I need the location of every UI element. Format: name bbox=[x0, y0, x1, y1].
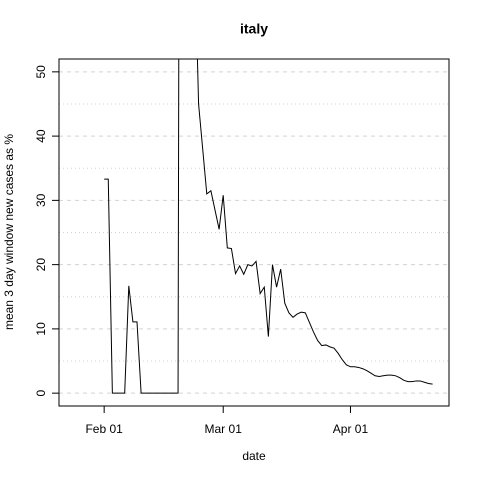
x-tick-label: Mar 01 bbox=[205, 422, 243, 436]
x-axis-label: date bbox=[242, 449, 266, 463]
y-axis-label: mean 3 day window new cases as % bbox=[2, 134, 16, 330]
y-tick-label: 30 bbox=[34, 193, 48, 207]
plot-area bbox=[104, 59, 433, 394]
plot-frame bbox=[58, 58, 450, 407]
chart-title: italy bbox=[240, 21, 268, 37]
x-tick-label: Feb 01 bbox=[85, 422, 123, 436]
data-line bbox=[104, 59, 433, 394]
y-tick-label: 50 bbox=[34, 65, 48, 79]
x-tick-label: Apr 01 bbox=[333, 422, 369, 436]
y-tick-label: 10 bbox=[34, 322, 48, 336]
y-tick-label: 40 bbox=[34, 129, 48, 143]
y-tick-label: 0 bbox=[34, 389, 48, 396]
y-tick-label: 20 bbox=[34, 258, 48, 272]
